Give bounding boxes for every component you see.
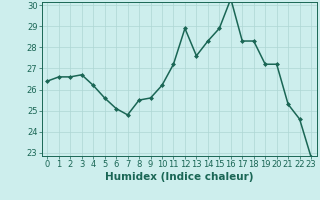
X-axis label: Humidex (Indice chaleur): Humidex (Indice chaleur) [105,172,253,182]
